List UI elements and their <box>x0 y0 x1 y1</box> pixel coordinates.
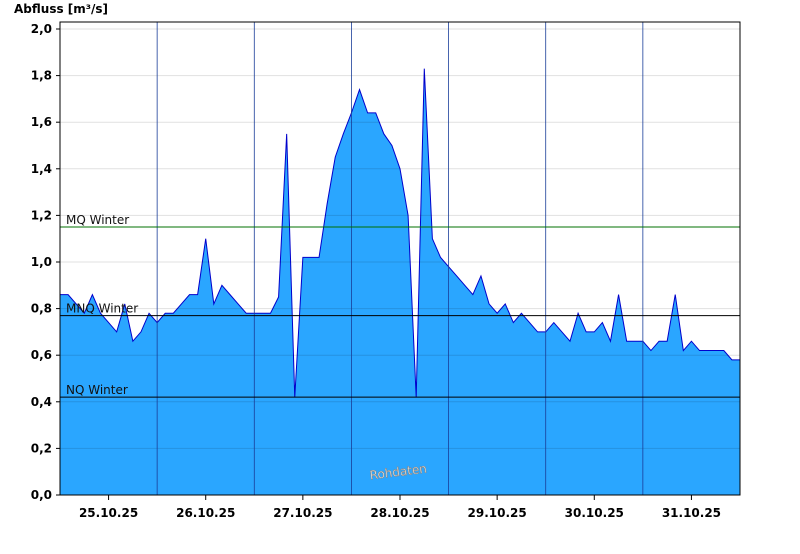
x-tick-label: 27.10.25 <box>273 506 332 520</box>
y-tick-label: 2,0 <box>31 22 52 36</box>
reference-label: MQ Winter <box>66 213 129 227</box>
line <box>60 68 740 398</box>
x-tick-label: 25.10.25 <box>79 506 138 520</box>
x-tick-label: 31.10.25 <box>662 506 721 520</box>
reference-label: MNQ Winter <box>66 302 138 316</box>
y-tick-label: 1,8 <box>31 69 52 83</box>
x-tick-label: 29.10.25 <box>468 506 527 520</box>
y-tick-label: 0,0 <box>31 488 52 502</box>
y-tick-label: 0,8 <box>31 302 52 316</box>
y-tick-label: 1,6 <box>31 115 52 129</box>
reference-label: NQ Winter <box>66 383 128 397</box>
x-tick-label: 26.10.25 <box>176 506 235 520</box>
x-tick-label: 28.10.25 <box>370 506 429 520</box>
y-tick-label: 0,4 <box>31 395 52 409</box>
area <box>60 68 740 495</box>
y-tick-label: 1,4 <box>31 162 52 176</box>
y-tick-label: 0,6 <box>31 348 52 362</box>
plot-frame <box>59 21 741 496</box>
y-axis-title: Abfluss [m³/s] <box>14 2 108 16</box>
x-tick-label: 30.10.25 <box>565 506 624 520</box>
y-tick-label: 1,2 <box>31 208 52 222</box>
y-tick-label: 1,0 <box>31 255 52 269</box>
y-tick-label: 0,2 <box>31 441 52 455</box>
